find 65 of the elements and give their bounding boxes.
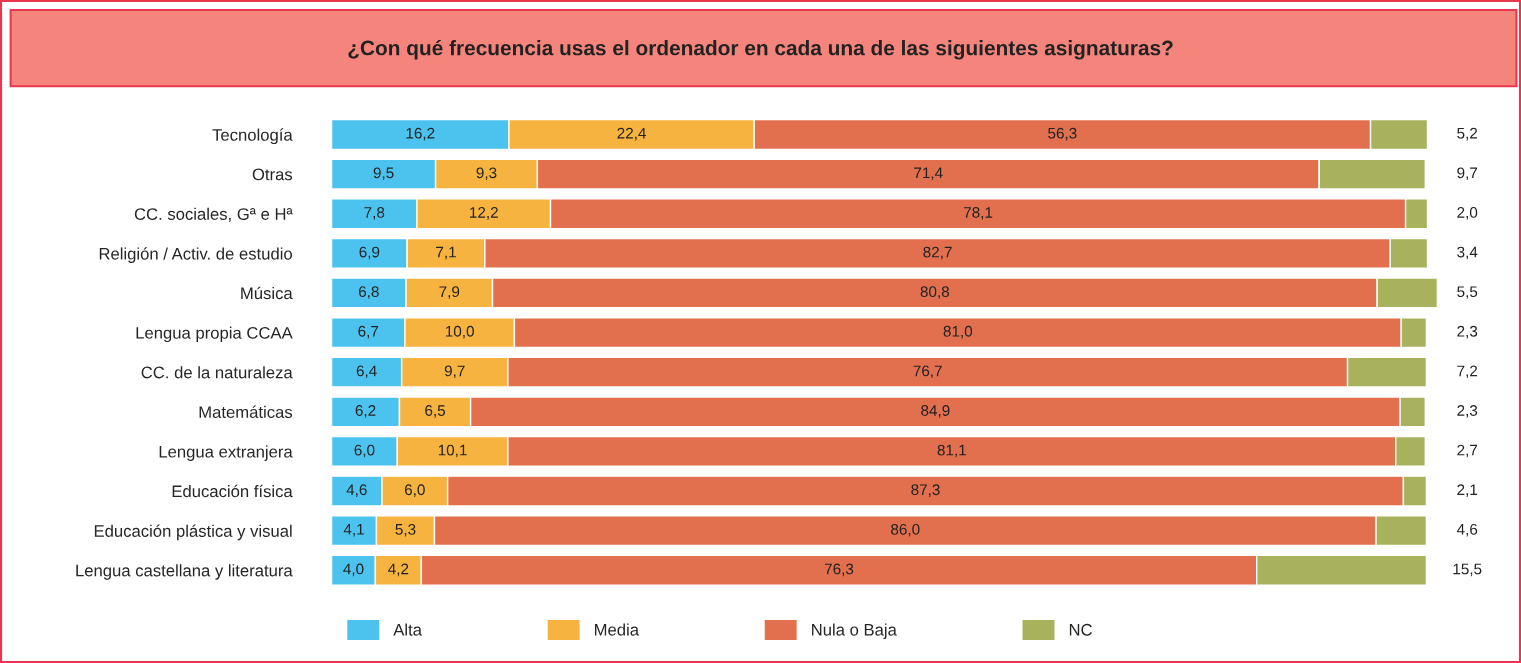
data-label: 3,4 — [1457, 246, 1478, 260]
data-label: 6,0 — [354, 444, 375, 458]
data-label: 6,8 — [358, 286, 379, 299]
data-label: 16,2 — [406, 127, 435, 141]
data-label: 7,8 — [364, 207, 385, 220]
data-label: 22,4 — [617, 127, 646, 141]
data-label: 5,2 — [1457, 127, 1478, 141]
data-label: 15,5 — [1453, 563, 1482, 577]
y-tick-label: Lengua propia CCAA — [136, 326, 293, 343]
y-tick-label: Matemáticas — [199, 405, 293, 419]
y-tick-label: Religión / Activ. de estudio — [99, 247, 292, 263]
data-label: 5,5 — [1457, 286, 1478, 299]
data-label: 4,2 — [388, 563, 409, 577]
data-label: 82,7 — [923, 246, 952, 260]
data-label: 4,0 — [343, 563, 364, 577]
data-label: 7,1 — [436, 246, 456, 260]
data-label: 10,0 — [445, 325, 474, 339]
legend-label: Nula o Baja — [812, 623, 897, 639]
data-label: 81,0 — [943, 325, 973, 339]
data-label: 76,7 — [913, 365, 942, 379]
data-label: 7,9 — [439, 286, 460, 299]
data-label: 2,3 — [1457, 325, 1478, 339]
data-label: 12,2 — [470, 207, 498, 220]
data-label: 6,5 — [425, 405, 446, 418]
data-label: 4,6 — [1456, 523, 1478, 537]
y-tick-label: Educación plástica y visual — [94, 524, 292, 541]
data-label: 9,3 — [476, 167, 497, 181]
data-label: 81,1 — [937, 444, 966, 458]
data-label: 6,2 — [355, 405, 376, 418]
data-label: 71,4 — [914, 167, 943, 181]
data-label: 4,1 — [343, 524, 364, 537]
y-tick-label: Música — [241, 286, 293, 300]
data-label: 9,5 — [373, 167, 394, 181]
data-label: 9,7 — [444, 365, 465, 379]
legend-label: Alta — [393, 623, 422, 636]
y-tick-label: Tecnología — [212, 128, 293, 145]
data-label: 76,3 — [824, 563, 854, 577]
y-tick-label: Lengua castellana y literatura — [76, 564, 293, 580]
data-label: 2,0 — [1457, 207, 1478, 220]
data-label: 86,0 — [891, 523, 920, 537]
data-label: 2,7 — [1457, 444, 1478, 458]
data-label: 87,3 — [911, 484, 940, 497]
data-label: 7,2 — [1457, 365, 1478, 379]
y-tick-label: CC. de la naturaleza — [141, 366, 293, 379]
data-label: 6,9 — [359, 246, 380, 260]
y-tick-label: CC. sociales, Gª e Hª — [134, 207, 293, 222]
data-label: 6,7 — [358, 325, 379, 339]
legend-label: Media — [595, 623, 640, 636]
data-label: 10,1 — [438, 444, 467, 458]
data-label: 80,8 — [920, 286, 950, 299]
data-label: 56,3 — [1048, 127, 1077, 141]
data-label: 5,3 — [395, 523, 416, 537]
data-label: 9,7 — [1457, 167, 1478, 181]
y-tick-label: Otras — [252, 168, 293, 181]
data-label: 4,6 — [346, 484, 367, 497]
data-label: 84,9 — [921, 405, 950, 418]
legend-label: NC — [1069, 623, 1092, 636]
data-label: 6,4 — [356, 365, 377, 379]
data-label: 2,1 — [1457, 484, 1478, 497]
y-tick-label: Lengua extranjera — [159, 445, 293, 461]
data-label: 2,3 — [1457, 405, 1478, 418]
data-label: 78,1 — [963, 207, 993, 220]
y-tick-label: Educación física — [172, 484, 293, 498]
data-label: 6,0 — [404, 484, 425, 497]
chart-title: ¿Con qué frecuencia usas el ordenador en cada una de las siguientes asignaturas? — [348, 39, 1173, 60]
